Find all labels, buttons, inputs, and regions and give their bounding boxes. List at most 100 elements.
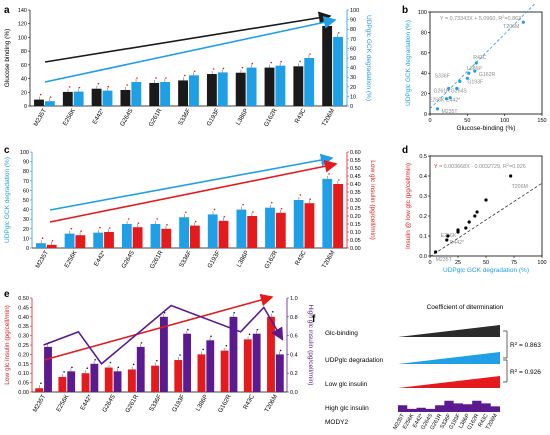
y-tick-label-right: 0.25 — [350, 206, 361, 212]
y-axis-title: UDPglc GCK degradation (%) — [405, 20, 412, 106]
bar-blue — [236, 209, 247, 248]
data-point — [445, 238, 449, 242]
point-label: G193F — [467, 79, 483, 85]
y-tick-label: 0.4 — [419, 174, 427, 180]
regression-equation: Y = 0.73343X + 5.0960, R2=0.863 — [440, 14, 521, 23]
bar-red — [190, 225, 200, 248]
bar-red — [275, 212, 286, 248]
replicate-dot — [194, 220, 197, 223]
y-tick-label-left: 70 — [23, 179, 29, 185]
row-label: UDPglc degradation — [325, 357, 384, 364]
bar-blue — [333, 36, 343, 106]
bar-blue — [207, 214, 218, 248]
bar-blue — [121, 224, 132, 248]
data-point — [521, 20, 525, 24]
y-axis-title-right: High glc insulin (pg/cell/min) — [307, 305, 314, 386]
y-tick-label-right: 80 — [350, 27, 356, 33]
trend-path-purple — [43, 304, 284, 365]
bar-purple — [160, 316, 168, 392]
replicate-dot — [271, 311, 274, 313]
point-label: T206M — [512, 184, 528, 190]
replicate-dot — [71, 366, 73, 369]
replicate-dot — [49, 96, 52, 98]
category-label: G193F — [206, 249, 222, 269]
bar-blue — [93, 232, 104, 248]
trend-arrow-red — [43, 293, 274, 361]
data-point — [458, 79, 462, 83]
category-label: E442* — [91, 107, 106, 126]
point-label: G264S — [451, 89, 468, 95]
category-label: T206M — [321, 250, 337, 270]
y-tick-label: 0 — [424, 112, 427, 118]
bar-purple — [206, 340, 215, 392]
y-tick-label-right: 0.20 — [350, 214, 361, 220]
replicate-dot — [86, 367, 89, 370]
replicate-dot — [107, 85, 110, 88]
bar-red — [81, 373, 90, 392]
x-tick-label: 0 — [428, 260, 431, 266]
bar-red — [174, 360, 183, 392]
replicate-dot — [233, 312, 236, 314]
category-label: S336F — [178, 249, 193, 268]
y-tick-label-right: 0.45 — [350, 174, 361, 180]
point-label: T206M — [503, 24, 519, 30]
y-tick-label-left: 0.15 — [18, 362, 29, 368]
replicate-dot — [127, 218, 130, 220]
y-tick-label: 80 — [421, 30, 427, 36]
y-tick-label-left: 0.25 — [18, 343, 29, 349]
bar-blue — [131, 82, 142, 106]
y-tick-label-left: 90 — [23, 160, 29, 166]
bar-black — [206, 74, 217, 106]
x-tick-label: 50 — [464, 118, 470, 124]
data-point — [435, 107, 440, 111]
replicate-dot — [256, 328, 259, 331]
point-label: R43C — [473, 55, 487, 61]
replicate-dot — [165, 77, 167, 79]
x-tick-label: 25 — [455, 260, 461, 266]
y-tick-label-left: 0.20 — [18, 352, 29, 358]
panel-label-a: a — [4, 5, 10, 16]
category-label: L386P — [235, 108, 250, 127]
y-tick-label: 0.0 — [419, 254, 427, 260]
y-tick-label: 0.1 — [419, 234, 427, 240]
replicate-dot — [70, 227, 73, 230]
category-label: M235T — [32, 107, 48, 127]
coefficient-title: Coefficient of ditermination — [427, 304, 504, 311]
y-tick-label-right: 0.0 — [290, 390, 298, 396]
bar-purple — [90, 363, 99, 392]
bar-blue — [246, 67, 257, 106]
bar-blue — [265, 207, 275, 248]
y-tick-label: 60 — [421, 51, 427, 57]
category-label: G261R — [148, 107, 164, 128]
r-squared-value: R2 = 0.863 — [510, 341, 541, 350]
y-tick-label-left: 40 — [21, 77, 27, 83]
regression-equation: Y = 0.003668X - 0.0032729, R2=0.926 — [434, 162, 526, 171]
bar-black — [322, 26, 333, 106]
replicate-dot — [94, 359, 96, 361]
category-label: L386P — [195, 394, 210, 413]
category-label: G261R — [149, 249, 165, 270]
y-tick-label-left: 0.05 — [18, 381, 29, 387]
data-point — [467, 220, 471, 224]
bar-red — [104, 367, 113, 392]
point-label: L386P — [467, 66, 483, 72]
bar-blue — [150, 224, 161, 248]
category-label: L386P — [235, 250, 250, 269]
y-axis-title-right: Low glc insulin (pg/cell/min) — [369, 160, 376, 239]
replicate-dot — [280, 60, 282, 63]
replicate-dot — [163, 312, 166, 314]
replicate-dot — [155, 77, 157, 79]
y-axis-title-left: Glucose binding (%) — [4, 29, 11, 88]
replicate-dot — [270, 61, 273, 64]
y-tick-label-left: 0.40 — [18, 315, 29, 321]
plot-frame — [429, 11, 543, 115]
category-label: G193F — [171, 393, 187, 413]
bar-blue — [102, 90, 113, 106]
replicate-dot — [109, 361, 112, 364]
bar-red — [75, 235, 86, 248]
x-tick-label: 0 — [428, 118, 431, 124]
category-label: S336F — [148, 393, 163, 412]
y-tick-label: 20 — [421, 92, 427, 98]
y-tick-label-right: 0.2 — [290, 371, 298, 377]
y-axis-title-left: UDPglc GCK degradation (%) — [4, 157, 11, 243]
